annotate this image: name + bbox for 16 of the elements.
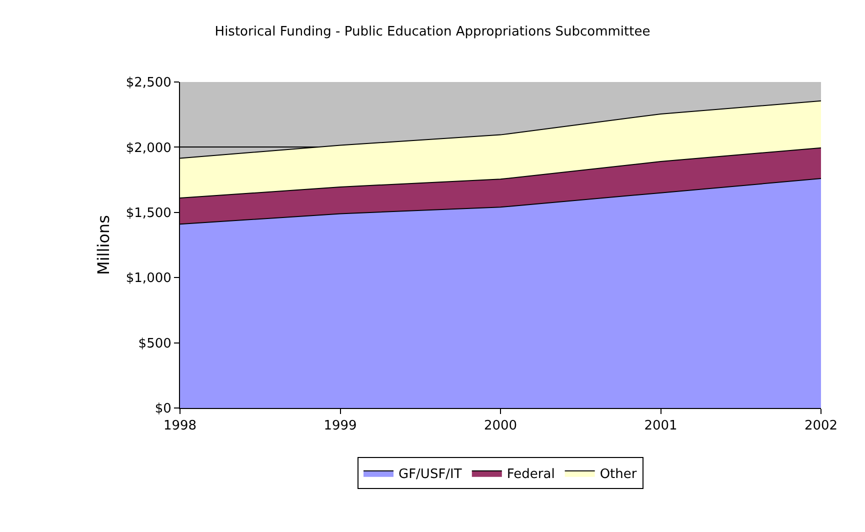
y-tick-label: $2,000 [126, 140, 172, 156]
y-tick-label: $1,000 [126, 271, 172, 286]
x-tick-label: 1999 [324, 418, 357, 434]
x-tick-label: 2001 [644, 418, 678, 434]
legend-label: Other [600, 466, 638, 482]
x-tick-label: 1998 [163, 418, 197, 434]
y-tick-label: $1,500 [126, 206, 172, 221]
chart-title: Historical Funding - Public Education Appropriations Subcommittee [214, 24, 650, 40]
x-tick-label: 2002 [804, 418, 838, 434]
y-tick-label: $500 [138, 336, 172, 352]
y-tick-label: $2,500 [126, 76, 172, 91]
y-axis-title: Millions [94, 215, 113, 275]
x-tick-label: 2000 [484, 418, 518, 434]
y-tick-label: $0 [154, 402, 172, 417]
legend-label: Federal [506, 466, 555, 482]
legend-label: GF/USF/IT [398, 466, 462, 482]
